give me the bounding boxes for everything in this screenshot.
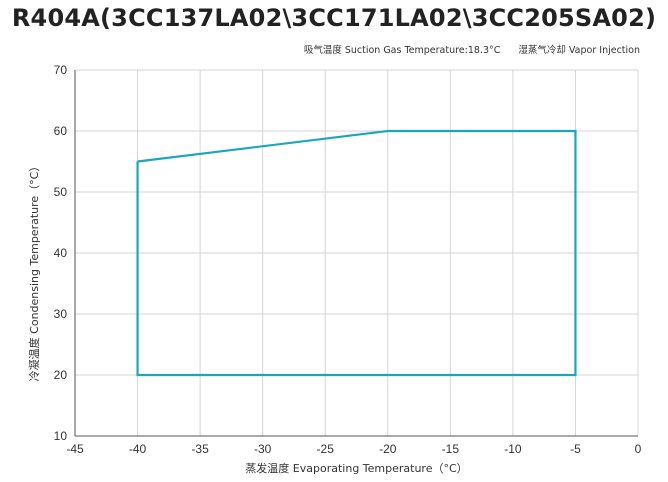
y-tick-label: 50 [54,185,68,199]
chart-title: R404A(3CC137LA02\3CC171LA02\3CC205SA02) [11,4,657,32]
x-tick-labels: -45 -40 -35 -30 -25 -20 -15 -10 -5 0 [66,442,641,456]
chart-subtitle: 吸气温度 Suction Gas Temperature:18.3°C 湿蒸气冷却… [304,42,640,56]
grid-lines [74,69,639,437]
series-layer [136,129,577,377]
x-tick-label: -20 [379,442,397,456]
x-tick-label: 0 [635,442,642,456]
x-tick-label: -10 [504,442,522,456]
y-tick-label: 60 [54,124,68,138]
y-tick-label: 20 [54,368,68,382]
envelope-line [136,129,577,377]
y-tick-label: 10 [54,429,68,443]
axes [74,70,638,437]
suction-gas-temperature-note: 吸气温度 Suction Gas Temperature:18.3°C [303,45,501,56]
y-tick-label: 70 [54,63,68,77]
y-tick-label: 30 [54,307,68,321]
x-tick-label: -35 [191,442,209,456]
x-axis-label: 蒸发温度 Evaporating Temperature（°C） [245,461,467,475]
y-axis-label: 冷凝温度 Condensing Temperature（°C） [27,161,41,382]
x-tick-label: -40 [129,442,147,456]
x-tick-label: -15 [442,442,460,456]
x-tick-label: -25 [317,442,335,456]
x-tick-label: -5 [570,442,581,456]
y-tick-label: 40 [54,246,68,260]
x-tick-label: -45 [66,442,84,456]
y-tick-labels: 10 20 30 40 50 60 70 [54,63,68,443]
vapor-injection-note: 湿蒸气冷却 Vapor Injection [518,45,640,56]
x-tick-label: -30 [254,442,272,456]
